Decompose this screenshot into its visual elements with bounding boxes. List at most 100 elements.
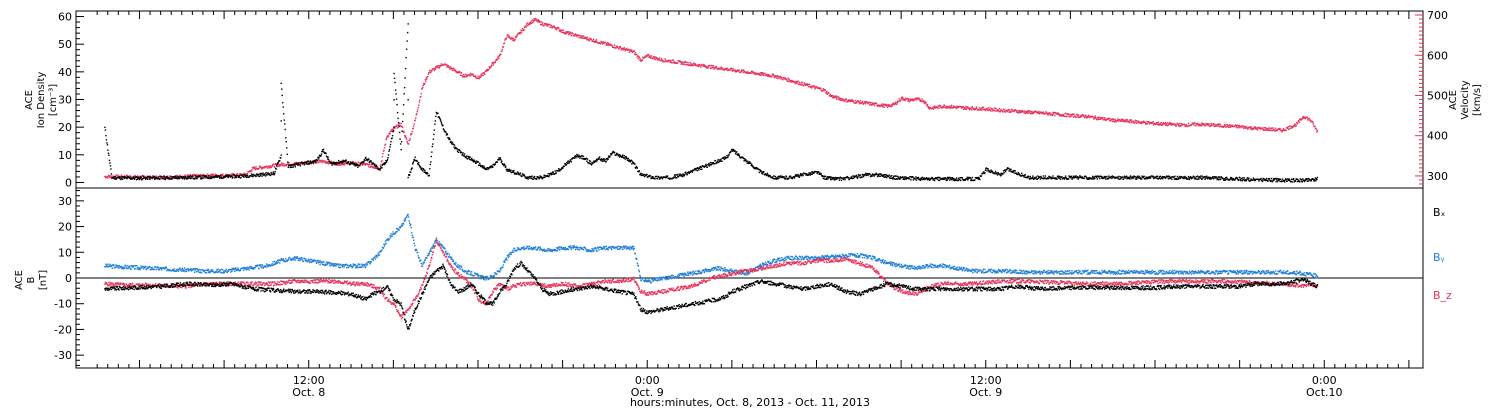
velocity-point	[574, 35, 576, 37]
velocity-point	[881, 106, 884, 108]
density-point	[164, 176, 166, 178]
density-point	[334, 163, 336, 165]
density-point	[133, 177, 135, 180]
density-point	[818, 173, 820, 175]
density-point	[139, 176, 142, 178]
velocity-point	[1121, 118, 1124, 120]
density-point	[297, 162, 300, 164]
density-point	[999, 173, 1001, 176]
density-point	[1134, 175, 1136, 178]
density-point	[194, 175, 197, 177]
velocity-point	[891, 105, 893, 107]
velocity-point	[109, 176, 111, 179]
velocity-point	[536, 20, 538, 23]
velocity-point	[358, 161, 360, 164]
velocity-point	[482, 74, 484, 77]
density-point	[1131, 177, 1133, 180]
density-point	[858, 174, 860, 176]
density-point	[616, 152, 618, 155]
velocity-point	[794, 82, 797, 85]
density-point	[342, 159, 344, 162]
density-point	[554, 170, 556, 172]
velocity-point	[384, 143, 387, 146]
velocity-point	[1235, 126, 1238, 128]
density-point	[521, 175, 523, 177]
velocity-point	[979, 108, 982, 111]
velocity-point	[298, 161, 301, 164]
density-point	[394, 89, 397, 91]
density-point	[465, 156, 467, 159]
velocity-point	[814, 88, 816, 90]
density-point	[638, 170, 641, 172]
velocity-point	[909, 100, 912, 102]
density-point	[673, 174, 676, 176]
velocity-point	[602, 41, 604, 43]
velocity-point	[492, 61, 494, 64]
density-point	[516, 173, 518, 175]
velocity-point	[596, 41, 598, 43]
velocity-point	[829, 94, 831, 97]
velocity-point	[208, 175, 211, 178]
velocity-point	[525, 26, 527, 28]
velocity-point	[797, 80, 799, 82]
density-point	[568, 161, 571, 164]
density-point	[701, 168, 703, 170]
density-point	[317, 158, 320, 160]
density-point	[435, 111, 438, 114]
density-point	[891, 175, 893, 177]
density-point	[700, 166, 703, 168]
velocity-point	[1002, 111, 1004, 113]
density-point	[540, 177, 543, 179]
density-point	[1171, 178, 1173, 180]
density-point	[1037, 175, 1039, 177]
velocity-point	[438, 67, 441, 69]
density-point	[520, 174, 522, 177]
density-point	[991, 170, 994, 173]
density-point	[177, 176, 180, 179]
density-point	[810, 171, 813, 173]
velocity-point	[975, 107, 977, 110]
velocity-point	[415, 117, 417, 119]
velocity-point	[455, 70, 458, 73]
density-point	[420, 167, 422, 169]
density-point	[189, 177, 191, 180]
density-point	[393, 126, 395, 128]
velocity-point	[425, 80, 427, 83]
velocity-point	[711, 66, 713, 69]
density-point	[658, 176, 660, 178]
velocity-point	[1140, 122, 1143, 125]
velocity-point	[772, 74, 774, 76]
density-point	[239, 174, 241, 177]
density-point	[885, 174, 887, 176]
density-tick-label: 50	[58, 38, 72, 51]
velocity-point	[893, 102, 895, 105]
density-point	[800, 174, 802, 176]
density-point	[482, 166, 484, 169]
density-point	[1182, 177, 1184, 179]
density-point	[852, 175, 854, 177]
velocity-point	[1231, 125, 1233, 128]
density-point	[589, 160, 592, 163]
velocity-point	[647, 53, 650, 56]
velocity-point	[168, 175, 171, 177]
density-point	[1170, 177, 1172, 180]
density-point	[784, 178, 787, 180]
density-point	[401, 120, 404, 123]
density-point	[875, 172, 877, 174]
velocity-point	[653, 57, 656, 59]
density-point	[529, 177, 531, 180]
velocity-point	[973, 107, 975, 110]
density-point	[471, 158, 473, 161]
density-point	[699, 165, 702, 168]
density-point	[242, 174, 244, 177]
velocity-point	[1162, 123, 1164, 125]
density-point	[928, 177, 930, 179]
density-point	[332, 162, 334, 164]
density-point	[1126, 178, 1128, 180]
density-point	[917, 176, 920, 179]
velocity-point	[416, 113, 418, 115]
density-point	[381, 164, 384, 166]
velocity-point	[484, 73, 486, 76]
velocity-point	[559, 29, 561, 31]
velocity-point	[858, 103, 861, 105]
